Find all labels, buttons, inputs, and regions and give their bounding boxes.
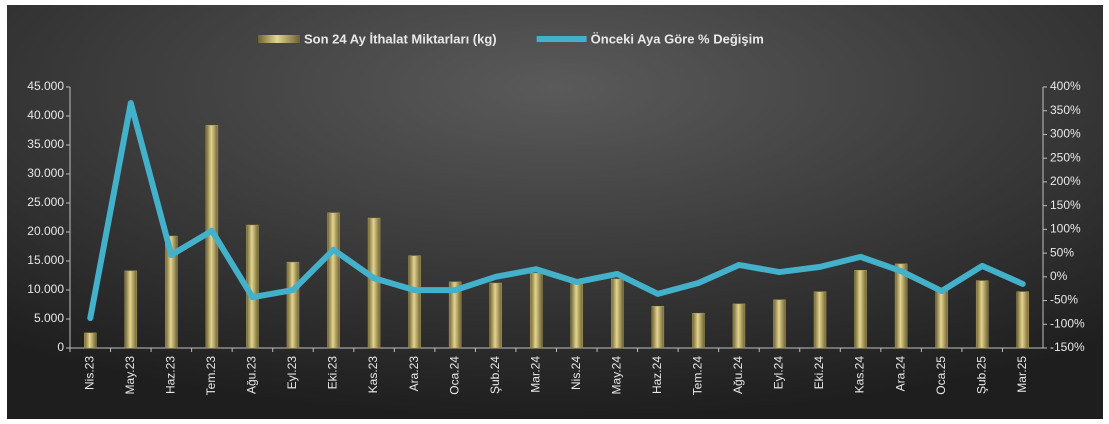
bar [489, 282, 502, 349]
x-tick-label: Mar.24 [528, 356, 542, 393]
y-tick-label: 35.000 [27, 137, 64, 151]
y2-tick-label: 400% [1050, 79, 1081, 93]
x-tick-label: Haz.24 [650, 356, 664, 394]
x-tick-label: Ağu.24 [731, 356, 745, 394]
x-tick-label: Kas.24 [853, 356, 867, 394]
x-tick-label: Tem.24 [691, 356, 705, 396]
bar [529, 272, 543, 349]
chart-background [7, 5, 1103, 419]
x-tick-label: Şub.25 [974, 356, 988, 394]
x-tick-label: Kas.23 [366, 356, 380, 394]
bar [84, 332, 97, 349]
legend-swatch [258, 35, 300, 43]
y-tick-label: 15.000 [27, 253, 64, 267]
bar [935, 290, 948, 349]
x-tick-label: May.24 [609, 356, 623, 395]
legend: Son 24 Ay İthalat Miktarları (kg) Önceki … [258, 31, 764, 46]
y2-tick-label: 300% [1050, 127, 1081, 141]
y-tick-label: 20.000 [27, 224, 64, 238]
x-tick-label: Tem.23 [204, 356, 218, 396]
x-tick-label: Oca.24 [447, 356, 461, 395]
bar [165, 235, 178, 349]
x-tick-label: Eyl.23 [285, 356, 299, 390]
y-tick-label: 40.000 [27, 108, 64, 122]
bar [124, 270, 138, 349]
y2-tick-label: -150% [1050, 340, 1085, 354]
y2-tick-label: 200% [1050, 174, 1081, 188]
bar [611, 278, 624, 349]
y2-tick-label: 100% [1050, 222, 1081, 236]
x-tick-label: Mar.25 [1015, 356, 1029, 393]
y-tick-label: 45.000 [27, 79, 64, 93]
bar [894, 263, 908, 349]
y2-tick-label: -100% [1050, 316, 1085, 330]
bar [975, 280, 989, 349]
x-tick-label: Oca.25 [934, 356, 948, 395]
x-tick-label: Nis.24 [569, 356, 583, 390]
x-tick-label: May.23 [123, 356, 137, 395]
line [87, 100, 1026, 322]
y-tick-label: 30.000 [27, 166, 64, 180]
y2-tick-label: 0% [1050, 269, 1068, 283]
x-tick-label: Eki.24 [812, 356, 826, 390]
x-tick-label: Ara.23 [407, 356, 421, 392]
y-tick-label: 0 [57, 340, 64, 354]
y2-tick-label: 50% [1050, 245, 1074, 259]
bar [692, 312, 705, 349]
bar [651, 305, 665, 349]
bar [813, 291, 827, 349]
x-tick-label: Ara.24 [893, 356, 907, 392]
y2-tick-label: 350% [1050, 103, 1081, 117]
bar [570, 282, 584, 349]
bar [408, 255, 421, 349]
y-tick-label: 10.000 [27, 282, 64, 296]
legend-label: Önceki Aya Göre % Değişim [591, 31, 764, 46]
x-tick-label: Şub.24 [488, 356, 502, 394]
x-tick-label: Eki.23 [326, 356, 340, 390]
legend-label: Son 24 Ay İthalat Miktarları (kg) [304, 31, 497, 46]
y-tick-label: 5.000 [34, 311, 64, 325]
bar [1016, 291, 1029, 349]
x-tick-label: Nis.23 [82, 356, 96, 390]
bar [327, 212, 340, 349]
x-tick-label: Haz.23 [164, 356, 178, 394]
y2-tick-label: -50% [1050, 293, 1078, 307]
bar [854, 270, 867, 349]
bar [732, 303, 746, 349]
bar [367, 217, 381, 349]
y2-tick-label: 150% [1050, 198, 1081, 212]
x-tick-label: Ağu.23 [245, 356, 259, 394]
x-tick-label: Eyl.24 [772, 356, 786, 390]
y-tick-label: 25.000 [27, 195, 64, 209]
y2-tick-label: 250% [1050, 150, 1081, 164]
bar [448, 281, 462, 349]
bar [773, 299, 786, 349]
bar [286, 261, 300, 349]
